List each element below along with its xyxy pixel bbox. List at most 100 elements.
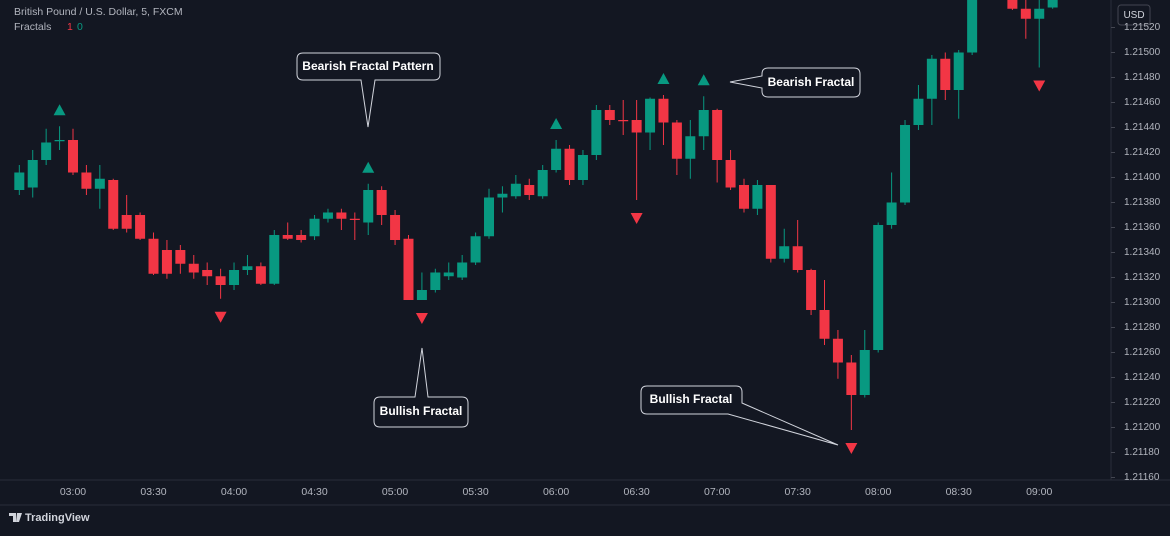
candle-body bbox=[390, 215, 401, 240]
candle-body bbox=[859, 350, 870, 395]
candle-body bbox=[416, 290, 427, 300]
candle-body bbox=[604, 110, 615, 120]
candle-body bbox=[738, 185, 749, 209]
candle-body bbox=[1047, 0, 1058, 8]
indicator-input: 0 bbox=[77, 21, 83, 33]
candle-body bbox=[685, 136, 696, 159]
brand-logo bbox=[9, 513, 22, 522]
candle-body bbox=[900, 125, 911, 203]
candle-body bbox=[591, 110, 602, 155]
candle-body bbox=[403, 238, 414, 300]
candle-body bbox=[457, 262, 468, 278]
candle-body bbox=[121, 215, 132, 229]
candle-body bbox=[161, 250, 172, 274]
y-tick-label: 1.21360 bbox=[1124, 222, 1161, 233]
candle-body bbox=[658, 98, 669, 123]
currency-label[interactable]: USD bbox=[1123, 10, 1144, 21]
candle-body bbox=[510, 183, 521, 197]
y-tick-label: 1.21520 bbox=[1124, 22, 1161, 33]
candle-body bbox=[631, 120, 642, 133]
fractal-up bbox=[362, 161, 375, 173]
callout-box bbox=[729, 67, 861, 98]
x-tick-label: 03:30 bbox=[140, 486, 166, 498]
y-tick-label: 1.21200 bbox=[1124, 422, 1161, 433]
candle-body bbox=[752, 185, 763, 209]
annotation: Bullish Fractal bbox=[380, 404, 463, 418]
indicator-name: Fractals bbox=[14, 21, 51, 33]
candle-body bbox=[671, 122, 682, 159]
candle-body bbox=[1007, 0, 1018, 9]
y-tick-label: 1.21480 bbox=[1124, 72, 1161, 83]
candle-body bbox=[229, 270, 240, 285]
candle-body bbox=[524, 185, 535, 195]
y-tick-label: 1.21460 bbox=[1124, 97, 1161, 108]
candle-body bbox=[537, 170, 548, 197]
brand-name: TradingView bbox=[25, 512, 90, 524]
y-tick-label: 1.21400 bbox=[1124, 172, 1161, 183]
fractal-down bbox=[415, 313, 428, 324]
candle-body bbox=[792, 246, 803, 270]
candle-body bbox=[336, 212, 347, 219]
y-tick-label: 1.21260 bbox=[1124, 347, 1161, 358]
y-tick-label: 1.21240 bbox=[1124, 372, 1161, 383]
candle-body bbox=[577, 155, 588, 180]
y-tick-label: 1.21320 bbox=[1124, 272, 1161, 283]
fractal-down bbox=[630, 213, 643, 224]
x-tick-label: 03:00 bbox=[60, 486, 86, 498]
candle-body bbox=[564, 148, 575, 180]
callout: Bearish Fractal bbox=[729, 67, 861, 98]
x-tick-label: 08:00 bbox=[865, 486, 891, 498]
x-tick-label: 06:00 bbox=[543, 486, 569, 498]
y-tick-label: 1.21500 bbox=[1124, 47, 1161, 58]
callout: Bullish Fractal bbox=[640, 385, 839, 446]
callout-box bbox=[296, 52, 441, 128]
candle-body bbox=[54, 140, 65, 142]
fractal-down bbox=[845, 443, 858, 454]
candle-body bbox=[27, 160, 38, 188]
candle-body bbox=[832, 338, 843, 363]
candle-body bbox=[202, 270, 213, 277]
x-tick-label: 06:30 bbox=[623, 486, 649, 498]
x-tick-label: 05:30 bbox=[462, 486, 488, 498]
candle-body bbox=[779, 246, 790, 259]
candle-body bbox=[698, 110, 709, 137]
candle-body bbox=[618, 120, 629, 122]
candle-body bbox=[819, 310, 830, 339]
candle-body bbox=[430, 272, 441, 290]
candle-body bbox=[1020, 8, 1031, 19]
candle-body bbox=[497, 193, 508, 198]
candle-body bbox=[188, 263, 199, 273]
y-tick-label: 1.21300 bbox=[1124, 297, 1161, 308]
candle-body bbox=[135, 215, 146, 239]
candle-body bbox=[67, 140, 78, 173]
plot-area bbox=[14, 0, 1058, 454]
candle-body bbox=[376, 190, 387, 215]
annotation: Bearish Fractal bbox=[768, 75, 855, 89]
x-tick-label: 07:00 bbox=[704, 486, 730, 498]
annotation: Bullish Fractal bbox=[650, 392, 733, 406]
candle-body bbox=[363, 190, 374, 223]
candle-body bbox=[443, 272, 454, 277]
candle-body bbox=[725, 160, 736, 188]
candle-body bbox=[269, 235, 280, 284]
candle-body bbox=[913, 98, 924, 125]
candle-body bbox=[215, 276, 226, 285]
annotation: Bearish Fractal Pattern bbox=[302, 59, 433, 73]
x-tick-label: 04:30 bbox=[301, 486, 327, 498]
candle-body bbox=[886, 202, 897, 225]
candle-body bbox=[349, 218, 360, 220]
y-tick-label: 1.21340 bbox=[1124, 247, 1161, 258]
callout-box bbox=[373, 347, 469, 428]
currency-button[interactable] bbox=[1117, 4, 1151, 26]
candle-body bbox=[551, 148, 562, 170]
x-tick-label: 07:30 bbox=[785, 486, 811, 498]
candle-body bbox=[282, 235, 293, 239]
candle-body bbox=[296, 235, 307, 240]
candle-body bbox=[846, 362, 857, 395]
x-tick-label: 05:00 bbox=[382, 486, 408, 498]
y-tick-label: 1.21280 bbox=[1124, 322, 1161, 333]
candle-body bbox=[242, 266, 253, 270]
candle-body bbox=[322, 212, 333, 219]
fractal-down bbox=[214, 311, 227, 323]
